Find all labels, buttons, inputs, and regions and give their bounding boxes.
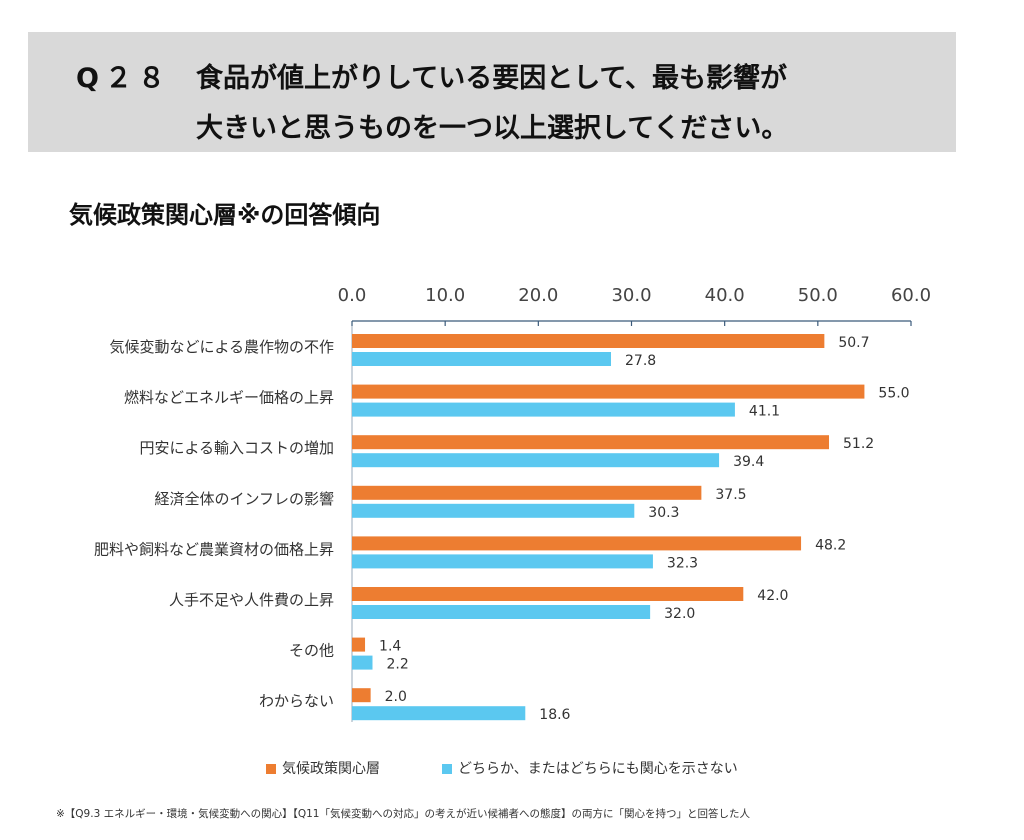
category-label: 経済全体のインフレの影響 <box>154 490 334 508</box>
bar-series2 <box>352 706 526 721</box>
x-tick-label: 30.0 <box>611 285 651 306</box>
data-label-series2: 41.1 <box>749 404 780 420</box>
category-label: 燃料などエネルギー価格の上昇 <box>124 389 334 407</box>
category-label: その他 <box>289 642 334 660</box>
legend-swatch-series2 <box>442 764 452 774</box>
question-box <box>28 32 956 152</box>
bar-series2 <box>352 503 635 518</box>
bar-series2 <box>352 605 651 619</box>
bar-series1 <box>352 435 830 450</box>
category-label: 気候変動などによる農作物の不作 <box>109 338 334 356</box>
data-label-series1: 48.2 <box>815 537 846 553</box>
bar-chart: 0.0 10.0 20.0 30.0 40.0 50.0 60.0 気候変動などによる農作物の… <box>94 285 931 723</box>
data-label-series1: 37.5 <box>715 487 746 503</box>
category-label: 肥料や飼料など農業資材の価格上昇 <box>94 540 334 558</box>
x-tick-label: 20.0 <box>518 285 558 306</box>
x-tick-label: 10.0 <box>425 285 465 306</box>
chart-subtitle: 気候政策関心層※の回答傾向 <box>69 201 381 229</box>
legend-label-series1: 気候政策関心層 <box>282 761 380 777</box>
bar-series1 <box>352 536 802 551</box>
data-label-series2: 18.6 <box>539 707 570 723</box>
data-label-series2: 27.8 <box>625 353 656 369</box>
bar-series1 <box>352 587 744 601</box>
data-label-series2: 32.0 <box>664 606 695 622</box>
x-tick-label: 50.0 <box>798 285 838 306</box>
data-label-series2: 32.3 <box>667 555 698 571</box>
bar-series1 <box>352 334 825 348</box>
x-tick-label: 0.0 <box>338 285 367 306</box>
legend-label-series2: どちらか、またはどちらにも関心を示さない <box>458 761 738 777</box>
data-label-series2: 30.3 <box>648 505 679 521</box>
data-label-series1: 2.0 <box>385 689 407 705</box>
data-label-series1: 51.2 <box>843 436 874 452</box>
category-label: 円安による輸入コストの増加 <box>139 439 334 457</box>
category-label: わからない <box>259 692 334 710</box>
category-label: 人手不足や人件費の上昇 <box>169 591 334 609</box>
question-text-line1: 食品が値上がりしている要因として、最も影響が <box>196 63 788 94</box>
bar-series2 <box>352 655 373 670</box>
data-label-series1: 1.4 <box>379 639 401 655</box>
legend-item-series2: どちらか、またはどちらにも関心を示さない <box>442 758 738 778</box>
legend-item-series1: 気候政策関心層 <box>266 758 380 778</box>
bar-series1 <box>352 688 371 703</box>
bar-series2 <box>352 554 653 569</box>
question-number: Q２８ <box>76 63 171 94</box>
data-label-series1: 42.0 <box>757 588 788 604</box>
question-text-line2: 大きいと思うものを一つ以上選択してください。 <box>196 113 789 144</box>
data-label-series1: 50.7 <box>838 335 869 351</box>
x-tick-label: 60.0 <box>891 285 931 306</box>
bar-series1 <box>352 485 702 500</box>
data-label-series2: 2.2 <box>386 657 408 673</box>
bar-series1 <box>352 384 865 399</box>
bar-series2 <box>352 402 735 417</box>
x-tick-label: 40.0 <box>705 285 745 306</box>
data-label-series1: 55.0 <box>878 386 909 402</box>
bar-series1 <box>352 637 366 652</box>
legend-swatch-series1 <box>266 764 276 774</box>
bar-series2 <box>352 352 612 366</box>
data-label-series2: 39.4 <box>733 454 764 470</box>
bar-series2 <box>352 453 720 468</box>
footnote: ※【Q9.3 エネルギー・環境・気候変動への関心】【Q11「気候変動への対応」の… <box>56 808 750 820</box>
